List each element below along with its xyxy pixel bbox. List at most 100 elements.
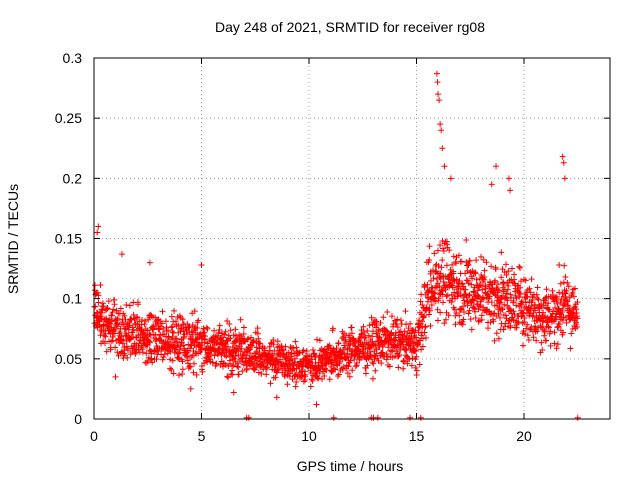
data-point: [313, 336, 320, 343]
data-point: [130, 326, 137, 333]
data-point: [91, 282, 98, 289]
data-point: [472, 315, 479, 322]
data-point: [95, 299, 102, 306]
data-point: [468, 281, 475, 288]
data-point: [138, 316, 145, 323]
data-point: [168, 324, 175, 331]
data-point: [455, 252, 462, 259]
data-point: [449, 261, 456, 268]
data-point: [147, 332, 154, 339]
data-point: [509, 314, 516, 321]
data-point: [179, 370, 186, 377]
data-point: [407, 320, 414, 327]
data-point: [452, 260, 459, 267]
data-point: [330, 361, 337, 368]
data-points: [91, 70, 581, 421]
data-point: [507, 306, 514, 313]
data-point: [195, 317, 202, 324]
data-point: [184, 349, 191, 356]
data-point: [450, 304, 457, 311]
data-point: [356, 353, 363, 360]
data-point: [473, 257, 480, 264]
data-point: [161, 351, 168, 358]
data-point: [534, 284, 541, 291]
data-point: [478, 272, 485, 279]
data-point: [191, 360, 198, 367]
data-point: [551, 316, 558, 323]
data-point: [573, 306, 580, 313]
data-point: [453, 276, 460, 283]
data-point: [488, 263, 495, 270]
data-point: [201, 333, 208, 340]
data-point: [126, 302, 133, 309]
data-point: [429, 285, 436, 292]
data-point: [465, 298, 472, 305]
data-point: [334, 373, 341, 380]
data-point: [541, 328, 548, 335]
data-point: [168, 366, 175, 373]
data-point: [469, 275, 476, 282]
data-point: [244, 336, 251, 343]
data-point: [394, 316, 401, 323]
data-point: [465, 310, 472, 317]
data-point: [532, 307, 539, 314]
data-point: [373, 322, 380, 329]
data-point: [149, 359, 156, 366]
data-point: [401, 358, 408, 365]
data-point: [430, 275, 437, 282]
y-tick-label: 0: [74, 411, 82, 427]
data-point: [328, 368, 335, 375]
data-point: [160, 354, 167, 361]
data-point: [223, 352, 230, 359]
data-point: [409, 338, 416, 345]
data-point: [463, 236, 470, 243]
data-point: [415, 341, 422, 348]
data-point: [426, 307, 433, 314]
data-point: [524, 293, 531, 300]
data-point: [460, 303, 467, 310]
data-point: [464, 277, 471, 284]
data-point: [412, 347, 419, 354]
data-point: [510, 298, 517, 305]
y-tick-label: 0.3: [63, 50, 83, 66]
data-point: [153, 336, 160, 343]
data-point: [412, 364, 419, 371]
data-point: [527, 289, 534, 296]
data-point: [482, 282, 489, 289]
data-point: [155, 348, 162, 355]
data-point: [460, 308, 467, 315]
x-tick-label: 15: [409, 428, 425, 444]
data-point: [369, 359, 376, 366]
data-point: [445, 312, 452, 319]
data-point: [466, 291, 473, 298]
data-point: [502, 320, 509, 327]
data-point: [441, 320, 448, 327]
data-point: [564, 298, 571, 305]
data-point: [427, 277, 434, 284]
data-point: [125, 319, 132, 326]
data-point: [313, 366, 320, 373]
data-point: [444, 292, 451, 299]
x-tick-label: 5: [198, 428, 206, 444]
data-point: [216, 322, 223, 329]
data-point: [562, 274, 569, 281]
data-point: [366, 322, 373, 329]
data-point: [517, 264, 524, 271]
data-point: [425, 311, 432, 318]
data-point: [490, 318, 497, 325]
data-point: [501, 301, 508, 308]
data-point: [112, 373, 119, 380]
data-point: [485, 325, 492, 332]
data-point: [124, 354, 131, 361]
data-point: [513, 302, 520, 309]
data-point: [574, 323, 581, 330]
data-point: [159, 356, 166, 363]
data-point: [199, 368, 206, 375]
data-point: [225, 374, 232, 381]
data-point: [296, 349, 303, 356]
data-point: [197, 330, 204, 337]
data-point: [392, 329, 399, 336]
data-point: [149, 326, 156, 333]
data-point: [160, 325, 167, 332]
